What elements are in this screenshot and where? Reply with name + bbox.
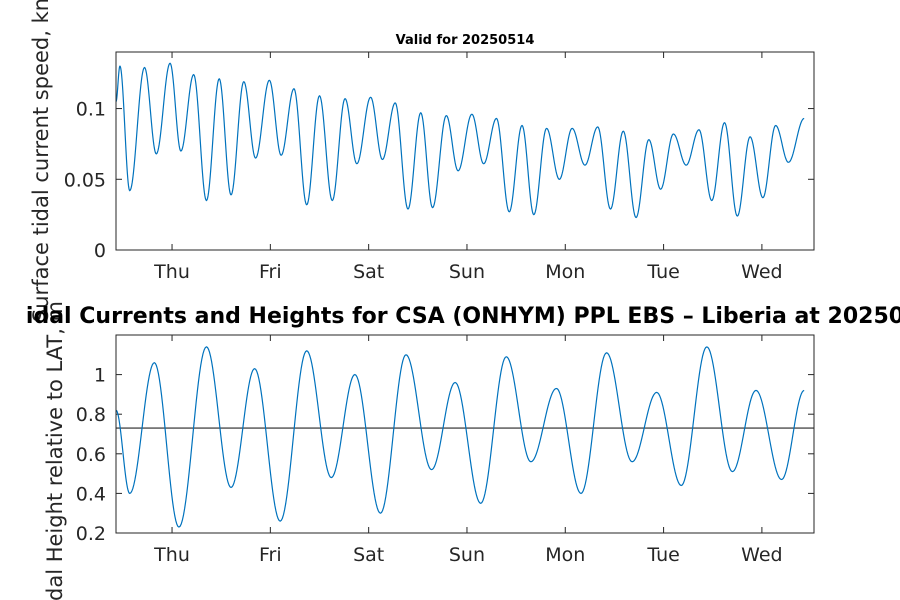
tidal-height-line bbox=[115, 346, 805, 528]
x-tick-label: Tue bbox=[646, 544, 679, 566]
x-tick-label: Sat bbox=[353, 544, 384, 566]
figure-main-title: idal Currents and Heights for CSA (ONHYM… bbox=[26, 304, 900, 329]
x-tick-label: Sat bbox=[353, 261, 384, 283]
y-tick-label: 0.2 bbox=[76, 523, 106, 545]
current-speed-line bbox=[115, 62, 805, 219]
y-tick-label: 0.1 bbox=[76, 99, 106, 121]
x-tick-label: Sun bbox=[449, 261, 485, 283]
x-tick-label: Mon bbox=[545, 544, 585, 566]
y-tick-label: 0.8 bbox=[76, 404, 106, 426]
y-tick-label: 0 bbox=[94, 240, 106, 262]
x-tick-label: Thu bbox=[153, 544, 190, 566]
current-plot-area bbox=[116, 52, 814, 250]
x-tick-label: Sun bbox=[449, 544, 485, 566]
x-tick-label: Fri bbox=[259, 544, 282, 566]
x-tick-label: Tue bbox=[646, 261, 679, 283]
chart-subtitle: Valid for 20250514 bbox=[396, 33, 535, 48]
y-tick-label: 0.4 bbox=[76, 483, 106, 505]
x-tick-label: Fri bbox=[259, 261, 282, 283]
current-speed-plot: Thu Fri Sat Sun Mon Tue Wed 0 0.05 0.1 Surface ti… bbox=[29, 0, 815, 322]
current-ticks: Thu Fri Sat Sun Mon Tue Wed 0 0.05 0.1 bbox=[64, 52, 814, 283]
x-tick-label: Mon bbox=[545, 261, 585, 283]
height-plot-area bbox=[116, 335, 814, 533]
height-y-axis-label: Tidal Height relative to LAT, m bbox=[43, 301, 67, 600]
x-tick-label: Wed bbox=[741, 544, 782, 566]
tidal-height-plot: Thu Fri Sat Sun Mon Tue Wed 0.2 0.4 0.6 0.8 1 Tidal… bbox=[43, 301, 815, 600]
x-tick-label: Thu bbox=[153, 261, 190, 283]
current-y-axis-label: Surface tidal current speed, kn bbox=[29, 0, 53, 322]
x-tick-label: Wed bbox=[741, 261, 782, 283]
height-plot-frame bbox=[115, 334, 815, 534]
height-ticks: Thu Fri Sat Sun Mon Tue Wed 0.2 0.4 0.6 0.8 1 bbox=[76, 335, 814, 566]
current-plot-frame bbox=[115, 51, 815, 251]
y-tick-label: 0.05 bbox=[64, 169, 106, 191]
y-tick-label: 0.6 bbox=[76, 444, 106, 466]
y-tick-label: 1 bbox=[94, 365, 106, 387]
